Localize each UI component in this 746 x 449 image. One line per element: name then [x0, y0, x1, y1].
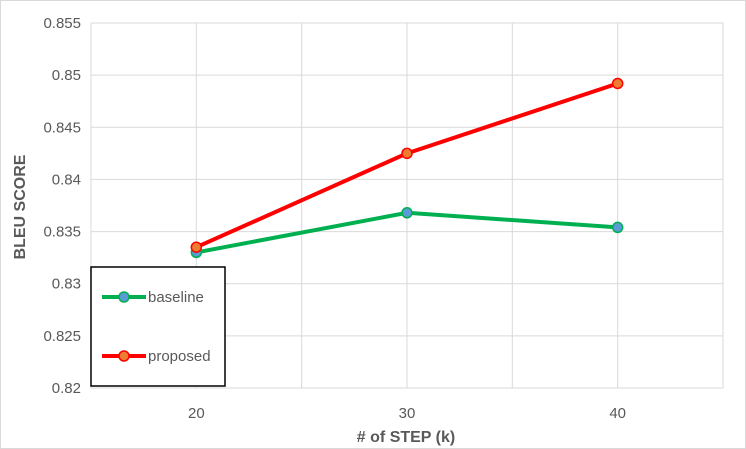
data-point-proposed	[190, 241, 203, 253]
x-tick-label: 40	[609, 405, 626, 422]
axis-ticks: 0.82 0.825 0.83 0.835 0.84 0.845 0.85 0.855 20 30…	[43, 15, 626, 422]
legend: baseline proposed	[90, 266, 226, 387]
y-tick-label: 0.83	[52, 276, 81, 293]
y-tick-label: 0.84	[52, 171, 81, 188]
legend-box	[90, 266, 226, 387]
legend-label-proposed: proposed	[148, 348, 211, 365]
grid	[90, 22, 724, 389]
legend-marker-proposed	[118, 350, 130, 362]
y-tick-label: 0.855	[43, 15, 81, 32]
legend-label-baseline: baseline	[148, 289, 204, 306]
y-tick-label: 0.825	[43, 328, 81, 345]
legend-marker-baseline	[118, 291, 130, 303]
y-axis-title: BLEU SCORE	[12, 154, 29, 259]
x-axis-title: # of STEP (k)	[357, 429, 455, 446]
x-tick-label: 30	[399, 405, 416, 422]
data-point-proposed	[401, 147, 413, 160]
series-layer	[190, 77, 624, 259]
y-tick-label: 0.85	[52, 67, 81, 84]
data-point-proposed	[611, 77, 624, 90]
x-tick-label: 20	[188, 405, 205, 422]
data-point-baseline	[611, 221, 624, 234]
y-tick-label: 0.845	[43, 119, 81, 136]
data-point-baseline	[401, 207, 413, 219]
y-tick-label: 0.82	[52, 380, 81, 397]
y-tick-label: 0.835	[43, 224, 81, 241]
